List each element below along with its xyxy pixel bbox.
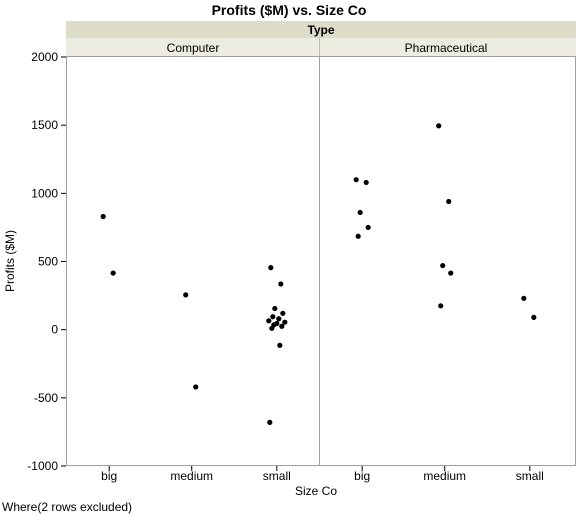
y-tick-label: 0 <box>51 323 58 337</box>
data-point <box>268 265 274 271</box>
data-point <box>278 281 284 287</box>
y-tick-label: 2000 <box>31 50 58 64</box>
data-point <box>266 318 272 324</box>
panel-headers: Type Computer Pharmaceutical <box>66 21 576 56</box>
data-point <box>276 316 282 322</box>
data-point <box>438 303 444 309</box>
data-point <box>272 305 278 312</box>
y-tick-label: -1000 <box>27 459 58 473</box>
data-point <box>110 270 116 276</box>
y-axis: -1000 -500 0 500 1000 1500 2000 <box>27 50 66 473</box>
panel-label-2: Pharmaceutical <box>405 41 488 55</box>
panel-label-1: Computer <box>167 41 220 55</box>
data-point <box>270 314 276 320</box>
where-footer: Where(2 rows excluded) <box>2 500 133 514</box>
y-tick-label: -500 <box>34 391 58 405</box>
data-point <box>446 198 452 205</box>
x-tick-label: medium <box>423 469 466 483</box>
data-point <box>355 233 361 239</box>
data-point <box>282 319 288 325</box>
data-point <box>183 292 189 298</box>
data-point <box>269 325 275 331</box>
data-point <box>436 123 442 129</box>
scatter-chart: Profits ($M) vs. Size Co Type Computer Ph… <box>3 2 576 498</box>
chart-title: Profits ($M) vs. Size Co <box>212 2 367 18</box>
x-tick-label: medium <box>170 469 213 483</box>
y-tick-label: 500 <box>38 255 58 269</box>
data-point <box>280 310 286 316</box>
plot-frame <box>66 56 576 466</box>
data-point <box>448 270 454 276</box>
y-tick-label: 1000 <box>31 186 58 200</box>
data-point <box>277 342 283 348</box>
data-point <box>357 209 363 216</box>
data-point <box>365 224 371 231</box>
x-tick-label: big <box>354 469 370 483</box>
data-point <box>440 262 446 269</box>
x-tick-label: big <box>101 469 117 483</box>
data-point <box>267 419 273 425</box>
data-point <box>353 177 359 183</box>
y-tick-label: 1500 <box>31 118 58 132</box>
type-header-bar <box>66 21 576 38</box>
y-axis-title: Profits ($M) <box>3 230 17 292</box>
x-tick-label: small <box>263 469 291 483</box>
data-point <box>279 323 285 329</box>
plot-area <box>66 56 576 466</box>
data-points <box>100 123 537 425</box>
data-point <box>193 384 199 390</box>
x-tick-label: small <box>516 469 544 483</box>
data-point <box>100 213 106 220</box>
data-point <box>521 295 527 301</box>
panel-header-bar <box>66 38 576 56</box>
type-header-label: Type <box>307 23 334 37</box>
x-axis-title: Size Co <box>295 484 337 498</box>
data-point <box>531 314 537 320</box>
x-axis: big medium small big medium small <box>101 466 544 483</box>
data-point <box>363 179 369 186</box>
